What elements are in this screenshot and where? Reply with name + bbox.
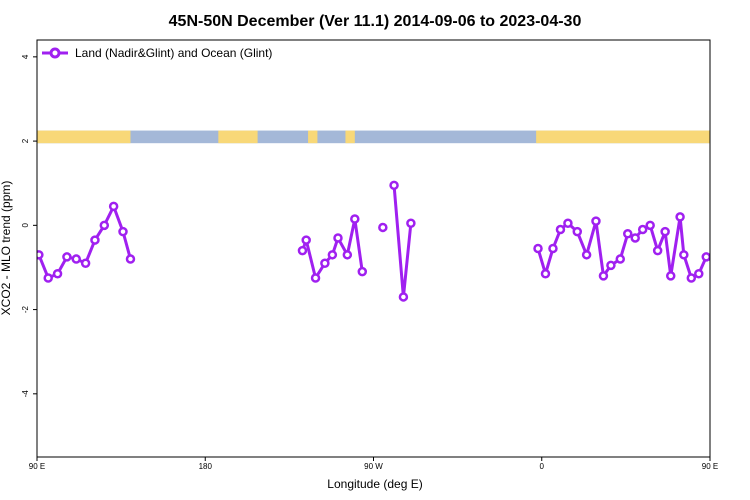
data-point <box>43 273 53 283</box>
data-point <box>675 212 685 222</box>
legend-label: Land (Nadir&Glint) and Ocean (Glint) <box>75 46 272 60</box>
data-point <box>125 254 136 264</box>
data-point <box>118 226 128 237</box>
x-axis-label: Longitude (deg E) <box>327 477 422 491</box>
data-point <box>652 245 663 256</box>
x-tick-label: 90 W <box>364 462 383 471</box>
land-segment <box>218 130 258 144</box>
y-tick-label: -4 <box>21 390 30 398</box>
data-point <box>572 226 583 237</box>
data-point <box>708 256 710 262</box>
legend-marker <box>49 47 61 59</box>
data-point <box>406 218 416 228</box>
x-axis: 90 E 180 90 W 0 90 E <box>29 457 718 471</box>
data-point <box>80 258 91 268</box>
data-point <box>301 235 311 245</box>
data-point <box>637 224 648 235</box>
data-point <box>37 250 44 260</box>
data-point <box>740 203 747 210</box>
data-point <box>320 258 330 268</box>
data-point <box>99 220 110 231</box>
data-point <box>725 237 732 244</box>
data-point <box>297 245 308 256</box>
data-point <box>62 252 72 262</box>
land-segment <box>37 130 131 144</box>
plot-frame <box>36 39 711 458</box>
data-point <box>660 226 670 237</box>
data-point <box>718 260 725 267</box>
series-line <box>301 217 364 280</box>
data-point <box>694 269 704 279</box>
legend: Land (Nadir&Glint) and Ocean (Glint) <box>42 46 272 60</box>
y-tick-label: 4 <box>21 54 30 59</box>
y-tick-label: 0 <box>21 223 30 228</box>
data-point <box>548 243 558 254</box>
y-tick-label: 2 <box>21 138 30 143</box>
data-point <box>598 271 609 281</box>
data-point <box>591 216 601 226</box>
data-point <box>615 254 626 264</box>
data-point <box>630 233 640 243</box>
data-point <box>378 222 388 233</box>
data-point <box>581 250 592 260</box>
data-point <box>357 266 368 277</box>
data-point <box>350 214 360 224</box>
data-point <box>533 243 543 254</box>
x-tick-label: 90 E <box>29 462 45 471</box>
y-tick-label: -2 <box>21 305 30 313</box>
data-point <box>606 260 616 271</box>
land-segment <box>345 130 355 144</box>
data-point <box>563 218 573 228</box>
land-ocean-band <box>37 130 710 144</box>
data-point <box>622 229 633 239</box>
series-line <box>392 185 413 299</box>
data-point <box>342 250 353 260</box>
plot-area <box>36 39 747 458</box>
data-point <box>701 252 710 262</box>
data-point <box>555 224 566 235</box>
land-segment <box>536 130 710 144</box>
data-point <box>310 273 321 283</box>
data-point <box>333 233 343 243</box>
data-point <box>71 254 82 264</box>
data-point <box>679 250 689 260</box>
land-segment <box>308 130 318 144</box>
data-point <box>108 201 119 212</box>
data-point <box>645 220 655 231</box>
series-line <box>536 215 710 280</box>
data-point <box>389 180 399 191</box>
x-tick-label: 90 E <box>702 462 718 471</box>
data-point <box>540 269 551 279</box>
data-point <box>90 235 100 245</box>
data-point <box>686 273 697 283</box>
x-tick-label: 0 <box>540 462 545 471</box>
y-axis: 4 2 0 -2 -4 <box>21 54 37 397</box>
data-point <box>327 250 338 260</box>
data-point <box>733 222 740 229</box>
series-layer <box>37 180 747 302</box>
data-point <box>665 271 676 281</box>
y-axis-label: XCO2 - MLO trend (ppm) <box>0 181 13 316</box>
chart-title: 45N-50N December (Ver 11.1) 2014-09-06 t… <box>169 13 582 30</box>
x-tick-label: 180 <box>199 462 213 471</box>
data-point <box>398 292 409 302</box>
data-point <box>52 269 63 279</box>
